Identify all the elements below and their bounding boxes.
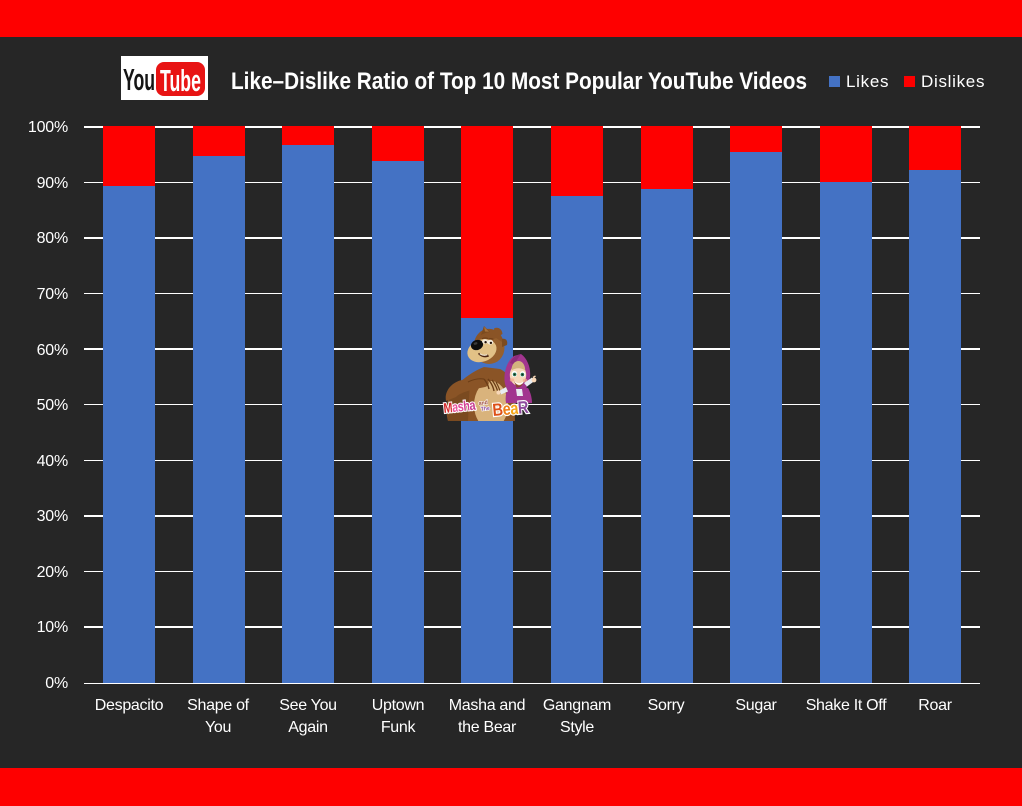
- svg-text:Masha: Masha: [443, 397, 477, 416]
- svg-text:BeaR: BeaR: [492, 398, 530, 421]
- svg-text:The: The: [481, 406, 491, 413]
- svg-text:and: and: [479, 400, 489, 407]
